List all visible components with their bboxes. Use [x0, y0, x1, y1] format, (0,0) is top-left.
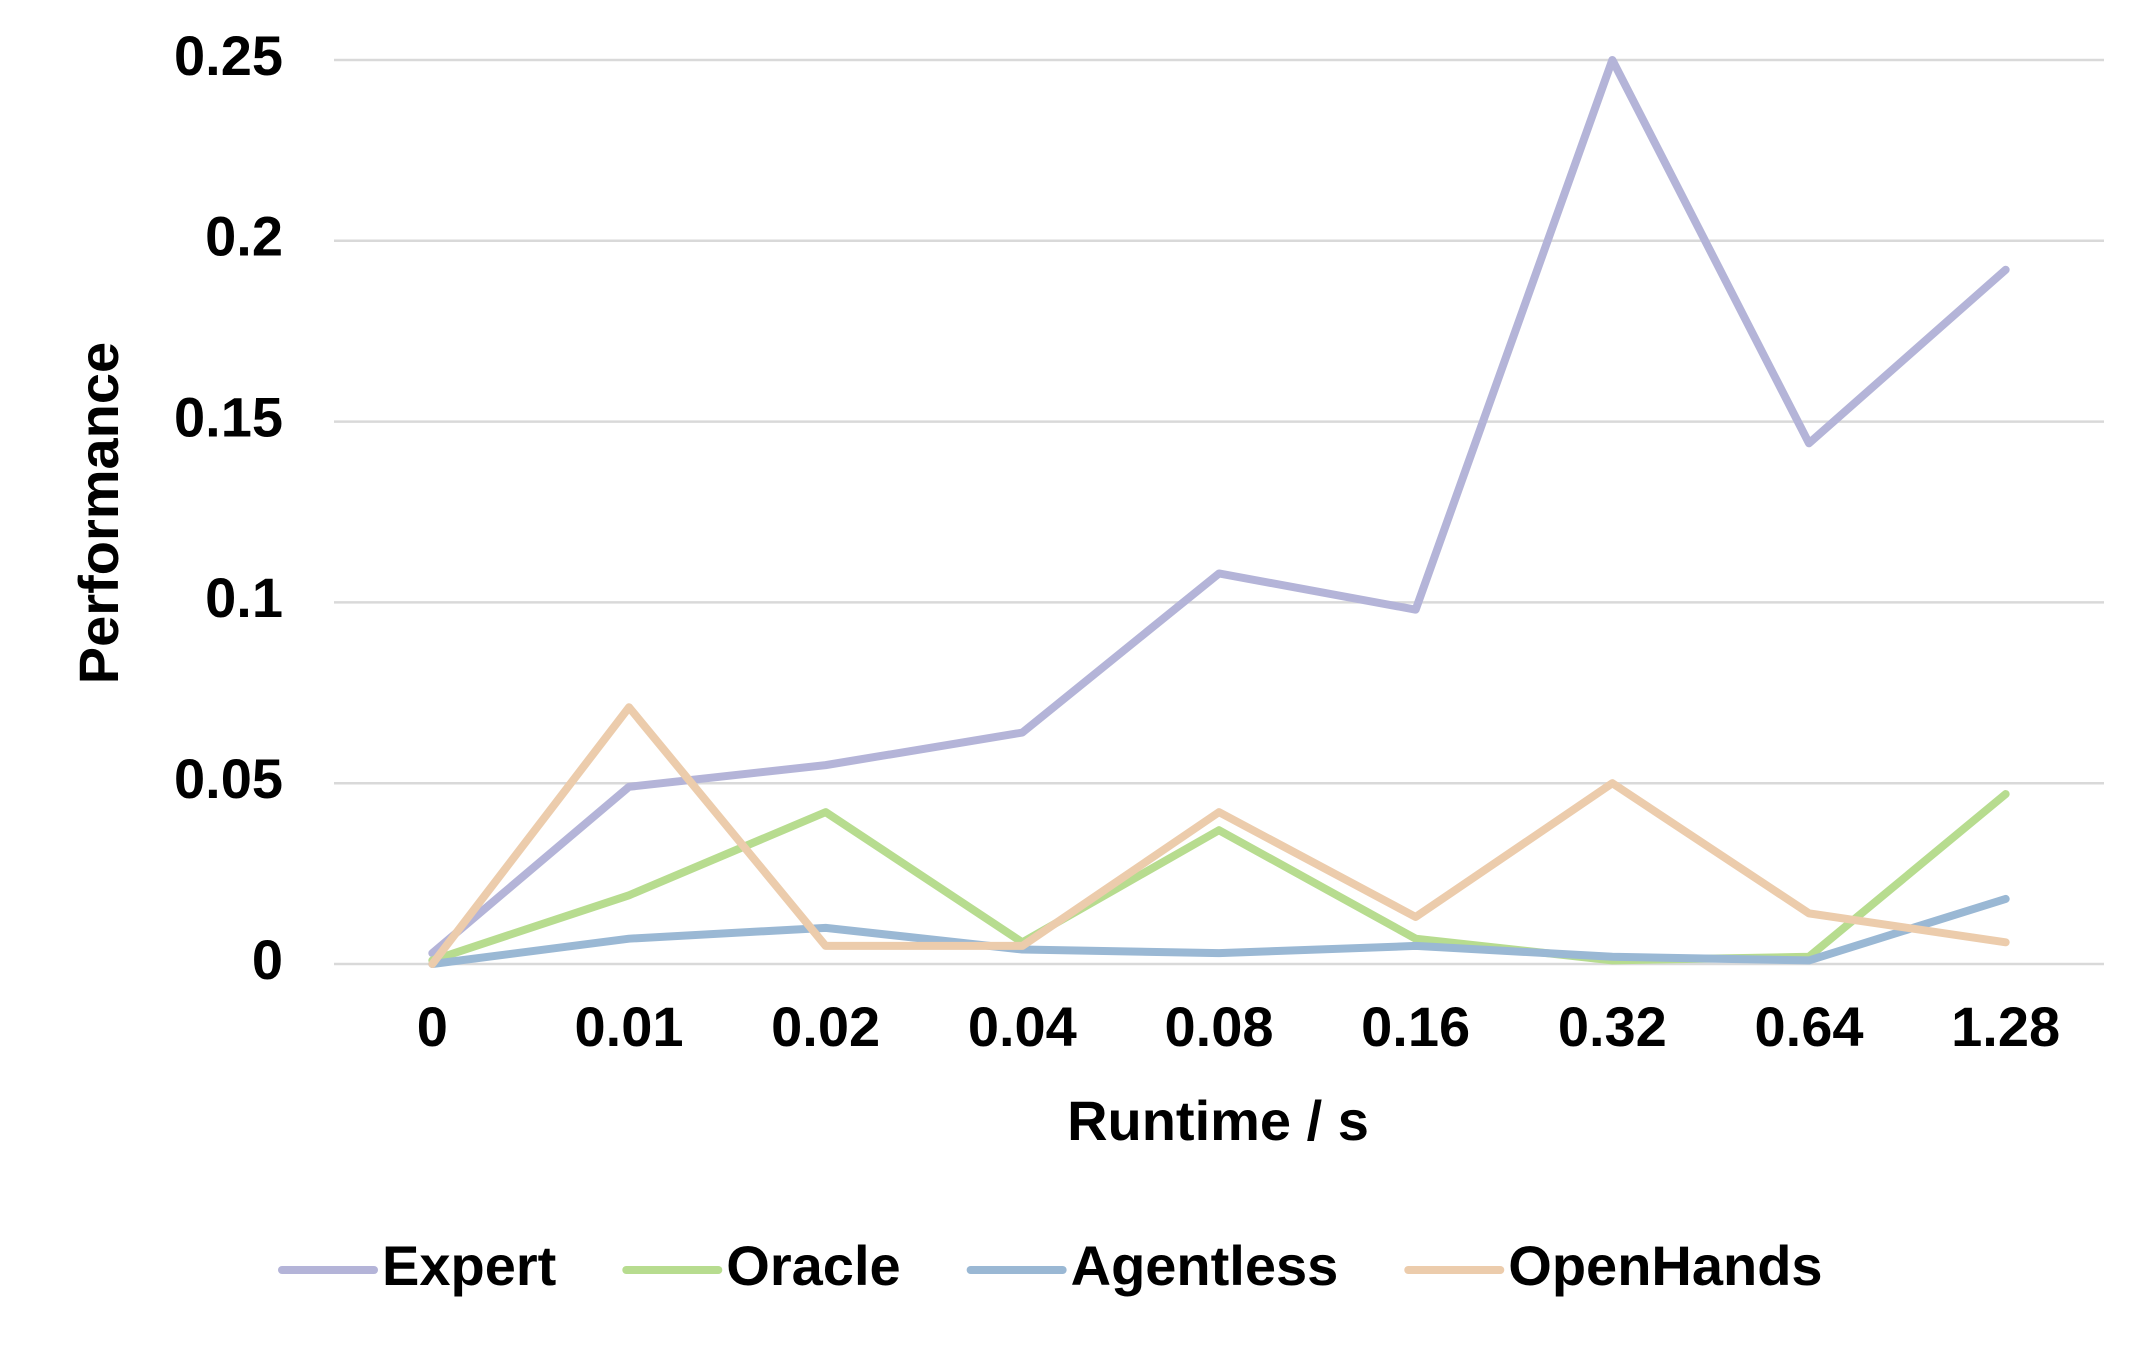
legend-label: Oracle — [726, 1234, 900, 1297]
x-tick-label: 1.28 — [1951, 995, 2060, 1058]
y-tick-label: 0.15 — [174, 385, 283, 448]
x-tick-label: 0.08 — [1165, 995, 1274, 1058]
series-line — [428, 56, 2010, 958]
y-tick-label: 0.1 — [205, 566, 283, 629]
x-tick-label: 0 — [417, 995, 448, 1058]
series-line — [428, 703, 2010, 968]
y-tick-label: 0.25 — [174, 24, 283, 87]
x-tick-label: 0.01 — [575, 995, 684, 1058]
y-tick-label: 0.2 — [205, 205, 283, 268]
x-tick-label: 0.64 — [1755, 995, 1864, 1058]
legend-label: Agentless — [1071, 1234, 1339, 1297]
series-line — [428, 894, 2010, 968]
x-tick-label: 0.02 — [771, 995, 880, 1058]
y-axis-title: Performance — [67, 342, 130, 684]
x-axis-title: Runtime / s — [1067, 1089, 1369, 1152]
x-tick-label: 0.32 — [1558, 995, 1667, 1058]
x-tick-label: 0.04 — [968, 995, 1077, 1058]
legend-label: Expert — [382, 1234, 556, 1297]
x-tick-label: 0.16 — [1361, 995, 1470, 1058]
y-tick-label: 0 — [252, 928, 283, 991]
y-tick-label: 0.05 — [174, 747, 283, 810]
legend-label: OpenHands — [1508, 1234, 1822, 1297]
